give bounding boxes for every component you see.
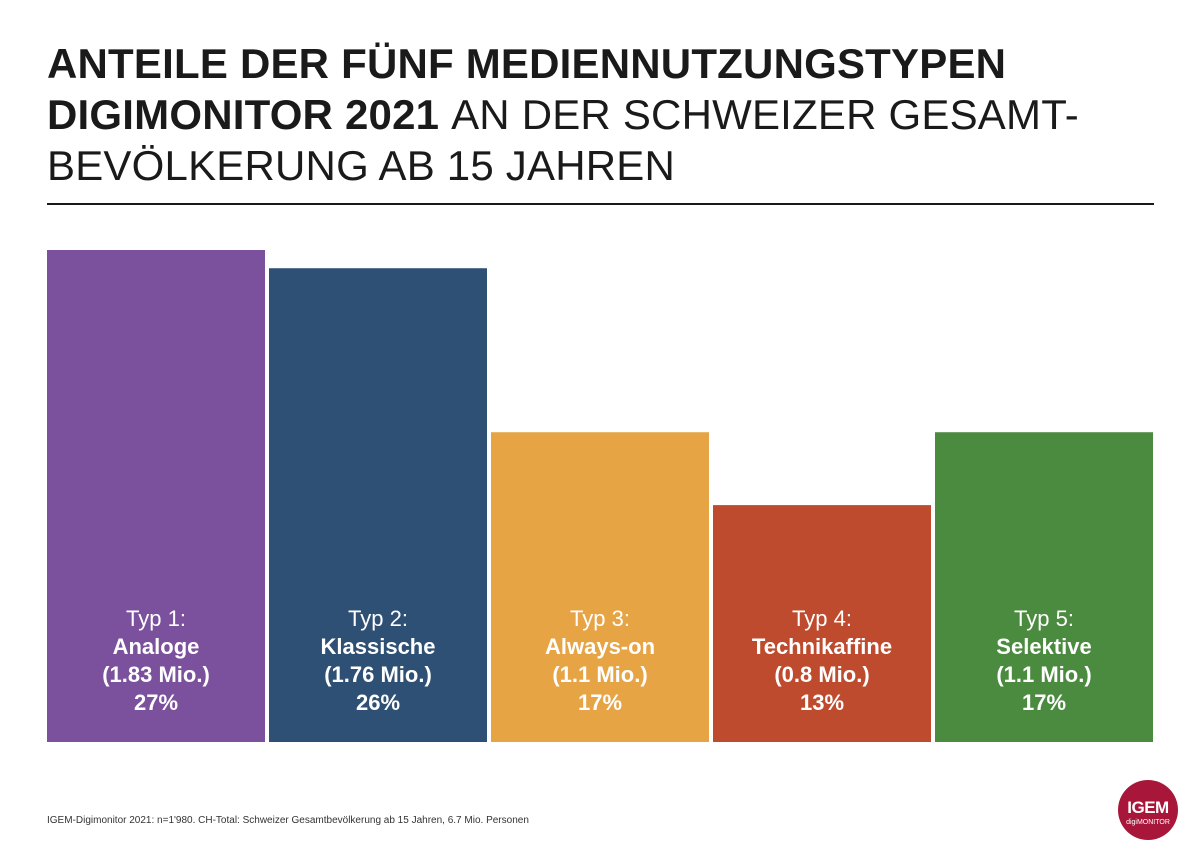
type-name-label-typ-1: Analoge xyxy=(113,634,200,659)
persons-label-typ-5: (1.1 Mio.) xyxy=(996,662,1091,687)
percent-label-typ-2: 26% xyxy=(356,690,400,715)
persons-label-typ-4: (0.8 Mio.) xyxy=(774,662,869,687)
igem-logo: IGEM digiMONITOR xyxy=(1118,780,1178,840)
bar-typ-2 xyxy=(269,268,487,742)
type-name-label-typ-2: Klassische xyxy=(321,634,436,659)
persons-label-typ-3: (1.1 Mio.) xyxy=(552,662,647,687)
percent-label-typ-5: 17% xyxy=(1022,690,1066,715)
bar-typ-5 xyxy=(935,432,1153,742)
chart-title: ANTEILE DER FÜNF MEDIENNUTZUNGSTYPEN DIG… xyxy=(47,38,1157,191)
logo-text: IGEM xyxy=(1127,798,1169,817)
title-divider xyxy=(47,203,1154,205)
title-line-1: ANTEILE DER FÜNF MEDIENNUTZUNGSTYPEN xyxy=(47,40,1007,87)
persons-label-typ-2: (1.76 Mio.) xyxy=(324,662,432,687)
bar-typ-1 xyxy=(47,250,265,742)
title-line-2-bold: DIGIMONITOR 2021 xyxy=(47,91,440,138)
title-line-3: BEVÖLKERUNG AB 15 JAHREN xyxy=(47,142,676,189)
title-line-2-light: AN DER SCHWEIZER GESAMT- xyxy=(451,91,1079,138)
type-name-label-typ-5: Selektive xyxy=(996,634,1091,659)
percent-label-typ-3: 17% xyxy=(578,690,622,715)
type-label-typ-4: Typ 4: xyxy=(792,606,852,631)
percent-label-typ-1: 27% xyxy=(134,690,178,715)
type-label-typ-1: Typ 1: xyxy=(126,606,186,631)
logo-subtext: digiMONITOR xyxy=(1126,819,1170,826)
type-name-label-typ-4: Technikaffine xyxy=(752,634,892,659)
type-name-label-typ-3: Always-on xyxy=(545,634,655,659)
persons-label-typ-1: (1.83 Mio.) xyxy=(102,662,210,687)
percent-label-typ-4: 13% xyxy=(800,690,844,715)
type-label-typ-5: Typ 5: xyxy=(1014,606,1074,631)
bar-typ-4 xyxy=(713,505,931,742)
type-label-typ-2: Typ 2: xyxy=(348,606,408,631)
footnote: IGEM-Digimonitor 2021: n=1'980. CH-Total… xyxy=(47,815,529,826)
bar-typ-3 xyxy=(491,432,709,742)
type-label-typ-3: Typ 3: xyxy=(570,606,630,631)
